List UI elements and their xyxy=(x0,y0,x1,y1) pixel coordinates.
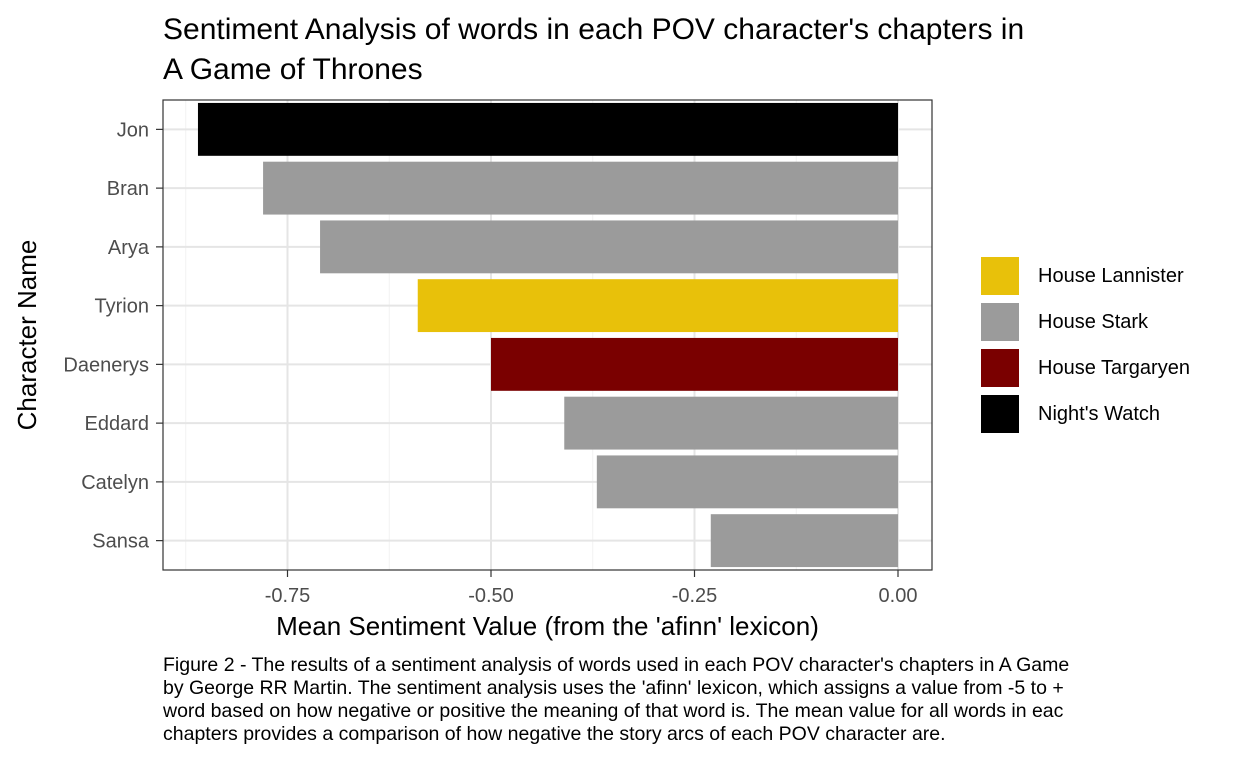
chart-title-line-2: A Game of Thrones xyxy=(163,53,423,86)
bar-daenerys xyxy=(491,337,898,391)
legend: House Lannister House Stark House Targar… xyxy=(979,253,1190,437)
legend-item: House Stark xyxy=(979,299,1190,345)
legend-item: House Lannister xyxy=(979,253,1190,299)
y-tick-label: Bran xyxy=(107,178,149,200)
x-tick-label: -0.75 xyxy=(265,585,311,607)
x-tick-label: -0.50 xyxy=(468,585,514,607)
legend-key-nights-watch xyxy=(979,393,1021,435)
y-tick-label: Daenerys xyxy=(63,354,149,376)
figure-caption: Figure 2 - The results of a sentiment an… xyxy=(163,654,1069,746)
caption-line-4: chapters provides a comparison of how ne… xyxy=(163,723,946,745)
bar-jon xyxy=(197,102,898,156)
y-tick-label: Sansa xyxy=(92,531,150,553)
legend-label: House Stark xyxy=(1038,310,1149,333)
chart-title-line-1: Sentiment Analysis of words in each POV … xyxy=(163,13,1025,46)
y-tick-label: Tyrion xyxy=(95,296,149,318)
bar-sansa xyxy=(710,514,898,568)
legend-label: House Targaryen xyxy=(1038,356,1190,379)
y-tick-label: Jon xyxy=(117,119,149,141)
caption-line-3: word based on how negative or positive t… xyxy=(163,700,1064,722)
legend-key-targaryen xyxy=(979,347,1021,389)
y-tick-label: Eddard xyxy=(85,413,150,435)
x-tick-label: 0.00 xyxy=(879,585,918,607)
bar-eddard xyxy=(564,396,898,450)
bar-catelyn xyxy=(596,455,898,509)
y-tick-label: Arya xyxy=(108,237,150,259)
y-axis-title: Character Name xyxy=(12,240,42,431)
bar-arya xyxy=(320,220,898,274)
legend-key-stark xyxy=(979,301,1021,343)
caption-line-1: Figure 2 - The results of a sentiment an… xyxy=(163,654,1070,676)
bar-bran xyxy=(263,161,899,215)
legend-key-lannister xyxy=(979,255,1021,297)
legend-item: House Targaryen xyxy=(979,345,1190,391)
x-axis-title: Mean Sentiment Value (from the 'afinn' l… xyxy=(276,611,819,641)
legend-label: House Lannister xyxy=(1038,264,1184,287)
legend-label: Night's Watch xyxy=(1038,402,1161,425)
bar-tyrion xyxy=(417,279,898,333)
y-tick-label: Catelyn xyxy=(81,472,149,494)
caption-line-2: by George RR Martin. The sentiment analy… xyxy=(163,677,1064,699)
plot-border xyxy=(162,99,933,571)
chart-title: Sentiment Analysis of words in each POV … xyxy=(163,10,1024,90)
legend-item: Night's Watch xyxy=(979,391,1190,437)
x-tick-label: -0.25 xyxy=(672,585,718,607)
